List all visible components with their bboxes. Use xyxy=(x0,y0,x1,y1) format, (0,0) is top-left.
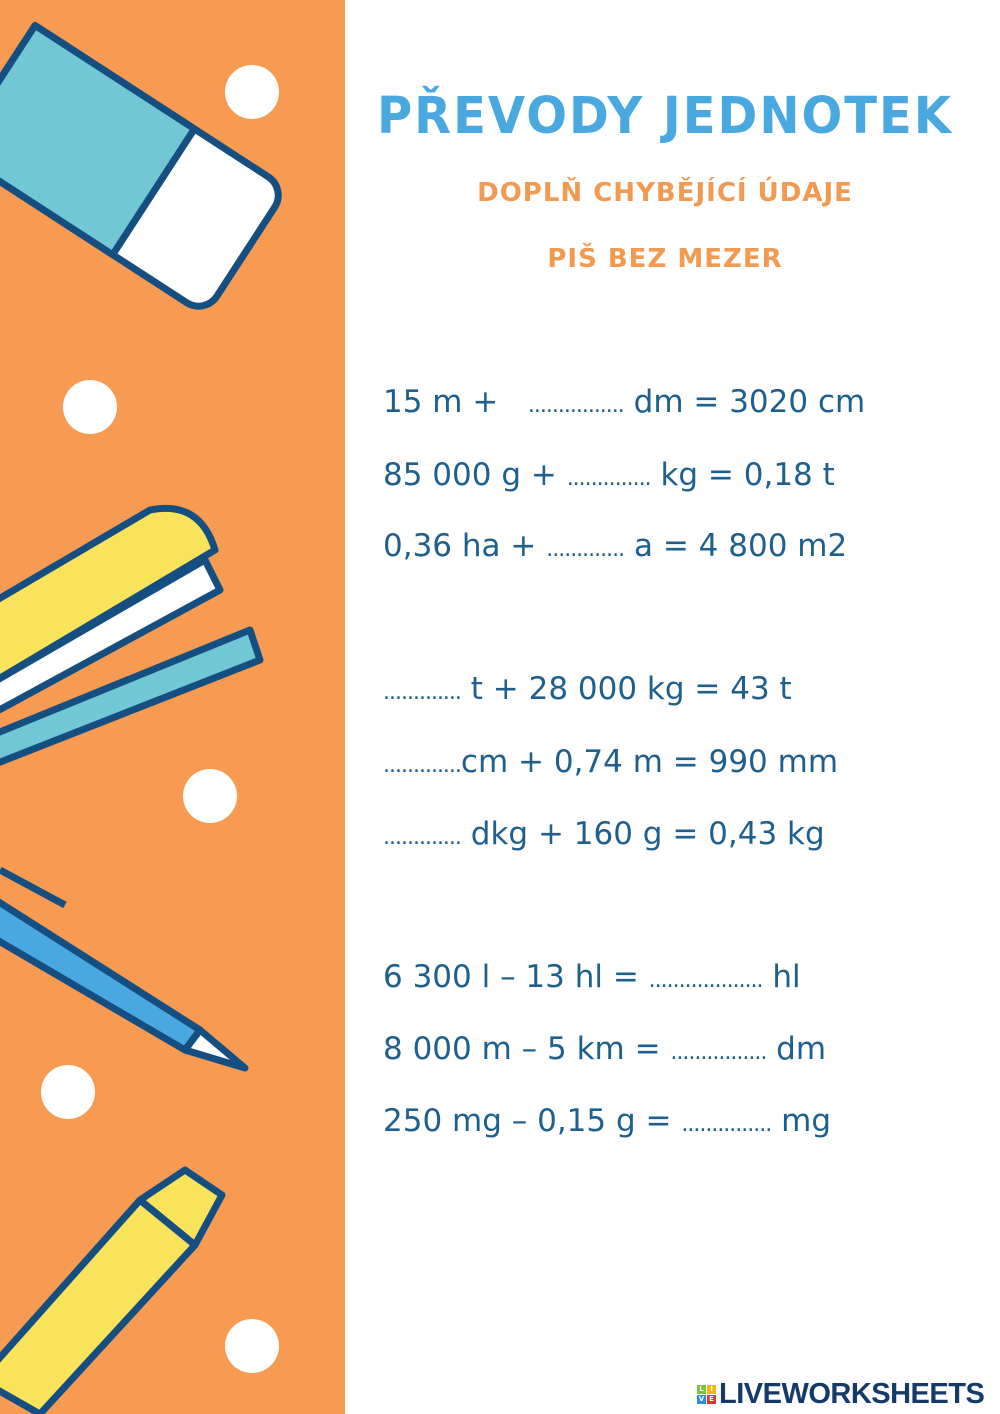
exercise-line: 250 mg – 0,15 g = ............... mg xyxy=(383,1103,831,1139)
exercise-text-before: 85 000 g + xyxy=(383,457,567,493)
exercise-text-before: 15 m + xyxy=(383,384,528,420)
stapler-icon xyxy=(0,504,264,766)
exercise-line: 0,36 ha + ............. a = 4 800 m2 xyxy=(383,528,847,564)
exercise-text-after: cm + 0,74 m = 990 mm xyxy=(460,744,839,780)
answer-blank[interactable]: ............. xyxy=(383,680,462,705)
exercise-line: .............cm + 0,74 m = 990 mm xyxy=(383,744,838,780)
exercise-text-after: a = 4 800 m2 xyxy=(624,528,848,564)
exercise-text-after: dm xyxy=(766,1031,827,1067)
pencil-icon xyxy=(0,866,249,1072)
answer-blank[interactable]: ................ xyxy=(670,1040,767,1065)
decorative-side-panel xyxy=(0,0,345,1414)
eraser-icon xyxy=(0,21,282,310)
instruction-no-spaces: PIŠ BEZ MEZER xyxy=(547,244,783,274)
exercise-text-after: kg = 0,18 t xyxy=(650,457,835,493)
answer-blank[interactable]: ............... xyxy=(681,1112,772,1137)
exercise-text-after: dkg + 160 g = 0,43 kg xyxy=(460,816,825,852)
exercise-line: ............. dkg + 160 g = 0,43 kg xyxy=(383,816,825,852)
dots-decoration xyxy=(41,65,279,1373)
exercise-line: 15 m + ................ dm = 3020 cm xyxy=(383,384,865,420)
exercise-line: 6 300 l – 13 hl = ................... hl xyxy=(383,959,801,995)
logo-text: LIVEWORKSHEETS xyxy=(719,1378,985,1410)
exercise-text-after: t + 28 000 kg = 43 t xyxy=(460,671,792,707)
exercise-text-after: dm = 3020 cm xyxy=(623,384,866,420)
exercise-text-after: hl xyxy=(762,959,801,995)
answer-blank[interactable]: ............. xyxy=(546,537,625,562)
exercise-line: 85 000 g + .............. kg = 0,18 t xyxy=(383,457,835,493)
page-title: PŘEVODY JEDNOTEK xyxy=(376,86,954,146)
exercise-text-before: 8 000 m – 5 km = xyxy=(383,1031,671,1067)
answer-blank[interactable]: .............. xyxy=(566,466,652,491)
answer-blank[interactable]: ............. xyxy=(383,753,462,778)
exercise-line: ............. t + 28 000 kg = 43 t xyxy=(383,671,792,707)
exercise-text-before: 6 300 l – 13 hl = xyxy=(383,959,649,995)
exercise-text-before: 0,36 ha + xyxy=(383,528,547,564)
answer-blank[interactable]: ................ xyxy=(527,393,625,418)
exercise-text-after: mg xyxy=(771,1103,831,1139)
exercise-text-before: 250 mg – 0,15 g = xyxy=(383,1103,682,1139)
instruction-fill-missing: DOPLŇ CHYBĚJÍCÍ ÚDAJE xyxy=(477,178,853,208)
answer-blank[interactable]: ................... xyxy=(648,968,764,993)
highlighter-icon xyxy=(0,1166,226,1414)
answer-blank[interactable]: ............. xyxy=(383,825,462,850)
stationery-illustration xyxy=(0,21,282,1414)
exercise-line: 8 000 m – 5 km = ................ dm xyxy=(383,1031,826,1067)
